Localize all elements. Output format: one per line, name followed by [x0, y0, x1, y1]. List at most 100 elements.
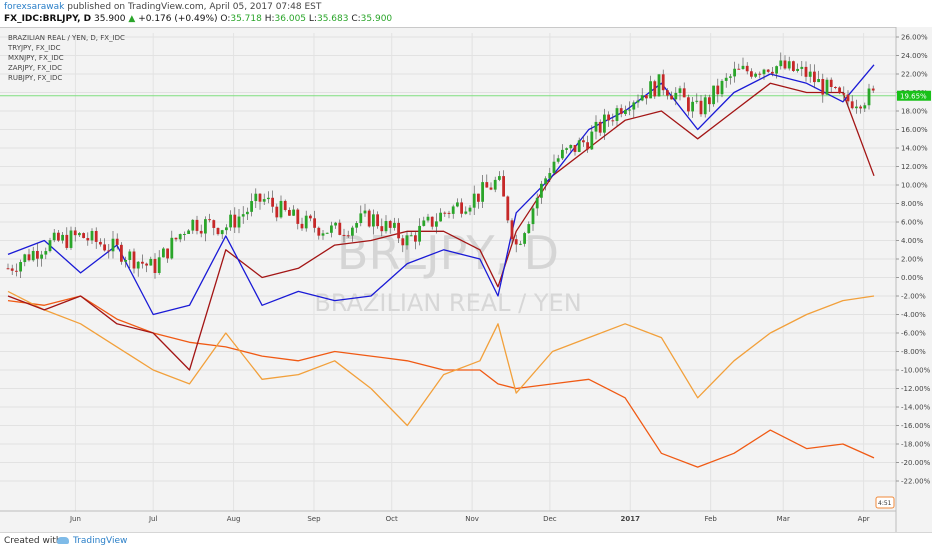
- candle-body: [225, 227, 228, 231]
- author-link[interactable]: forexsarawak: [4, 2, 65, 12]
- candle-body: [367, 210, 371, 227]
- candle-body: [758, 73, 762, 75]
- series-line-mxn: [7, 290, 875, 427]
- candle-body: [10, 268, 14, 271]
- price-label-text: 19.65%: [900, 93, 927, 101]
- candle-body: [90, 230, 94, 241]
- candle-body: [590, 131, 594, 150]
- candle-body: [136, 261, 140, 269]
- candle-body: [834, 86, 837, 88]
- candle-body: [607, 114, 610, 121]
- candle-body: [409, 235, 413, 237]
- y-tick-label: 24.00%: [901, 52, 928, 60]
- x-tick-label: Aug: [227, 515, 241, 523]
- candle-body: [397, 222, 400, 239]
- y-tick-label: -18.00%: [901, 441, 931, 449]
- candle-body: [393, 222, 396, 228]
- candle-body: [120, 244, 123, 262]
- candle-body: [275, 206, 279, 218]
- candle-body: [372, 214, 375, 227]
- x-tick-label: Apr: [858, 515, 870, 523]
- candle-body: [741, 65, 745, 69]
- x-tick-label: Oct: [386, 515, 398, 523]
- candle-body: [766, 69, 770, 72]
- y-tick-label: 8.00%: [901, 200, 924, 208]
- candle-body: [821, 78, 825, 95]
- footer-bar: Created with TradingView: [0, 532, 932, 551]
- candle-body: [258, 193, 262, 202]
- candle-body: [754, 73, 757, 77]
- candle-body: [443, 212, 447, 214]
- y-tick-label: -22.00%: [901, 478, 931, 486]
- candle-body: [115, 238, 119, 245]
- y-tick-label: 22.00%: [901, 71, 928, 79]
- candle-body: [762, 69, 766, 75]
- candle-body: [682, 88, 686, 98]
- watermark-symbol: BRLJPY, D: [337, 226, 559, 280]
- candle-body: [208, 219, 211, 221]
- timestamp-badge: [875, 496, 895, 509]
- candle-body: [65, 234, 69, 248]
- y-tick-label: 14.00%: [901, 145, 928, 153]
- candle-body: [779, 60, 783, 67]
- candle-body: [531, 208, 535, 225]
- candle-body: [422, 220, 426, 226]
- candle-body: [439, 212, 442, 222]
- candle-body: [586, 142, 589, 150]
- close-value: 35.900: [360, 14, 393, 24]
- candle-body: [842, 93, 846, 95]
- candle-body: [699, 100, 703, 115]
- change-arrow-icon: ▲: [128, 14, 136, 24]
- candle-body: [304, 215, 308, 229]
- chart-canvas[interactable]: BRLJPY, D BRAZILIAN REAL / YEN BRAZILIAN R…: [0, 27, 932, 532]
- tradingview-logo[interactable]: TradingView: [57, 536, 127, 546]
- candle-body: [712, 85, 715, 105]
- candle-body: [489, 187, 493, 190]
- candle-body: [435, 221, 438, 227]
- publish-line: forexsarawak published on TradingView.co…: [4, 1, 321, 13]
- watermark-name: BRAZILIAN REAL / YEN: [314, 289, 581, 317]
- timestamp-text: 4:51: [878, 500, 892, 507]
- candle-body: [472, 193, 476, 208]
- candle-body: [687, 97, 690, 112]
- candle-body: [653, 81, 657, 97]
- candle-body: [414, 235, 417, 242]
- candle-body: [204, 219, 207, 234]
- y-tick-label: 10.00%: [901, 182, 928, 190]
- candle-body: [514, 239, 518, 245]
- y-tick-label: 4.00%: [901, 237, 924, 245]
- candle-body: [288, 209, 291, 216]
- candle-body: [212, 220, 216, 228]
- candle-body: [57, 232, 60, 241]
- candle-body: [342, 234, 346, 236]
- y-axis-panel: [896, 27, 932, 532]
- candle-body: [729, 76, 732, 78]
- candle-body: [716, 85, 720, 95]
- candle-body: [279, 200, 283, 218]
- candle-body: [561, 149, 564, 159]
- candle-body: [418, 225, 421, 242]
- candle-body: [321, 233, 325, 236]
- y-tick-label: -8.00%: [901, 348, 926, 356]
- candle-body: [771, 71, 774, 74]
- legend-entry: TRYJPY, FX_IDC: [7, 44, 61, 52]
- candle-body: [250, 201, 253, 212]
- candle-body: [468, 207, 472, 212]
- y-tick-label: 16.00%: [901, 126, 928, 134]
- candle-body: [733, 68, 736, 77]
- legend-entry: MXNJPY, FX_IDC: [8, 54, 64, 62]
- y-tick-label: 2.00%: [901, 256, 924, 264]
- price-change: +0.176 (+0.49%): [138, 14, 218, 24]
- candle-body: [19, 262, 22, 272]
- candle-body: [447, 212, 451, 214]
- quote-line: FX_IDC:BRLJPY, D 35.900 ▲ +0.176 (+0.49%…: [4, 13, 392, 25]
- candle-body: [670, 95, 673, 100]
- candle-body: [640, 95, 644, 101]
- candle-body: [351, 227, 354, 236]
- candle-body: [149, 258, 153, 266]
- candle-body: [15, 270, 18, 272]
- candle-body: [246, 211, 249, 215]
- candle-body: [183, 233, 186, 235]
- open-value: 35.718: [230, 14, 262, 24]
- candle-body: [132, 251, 136, 269]
